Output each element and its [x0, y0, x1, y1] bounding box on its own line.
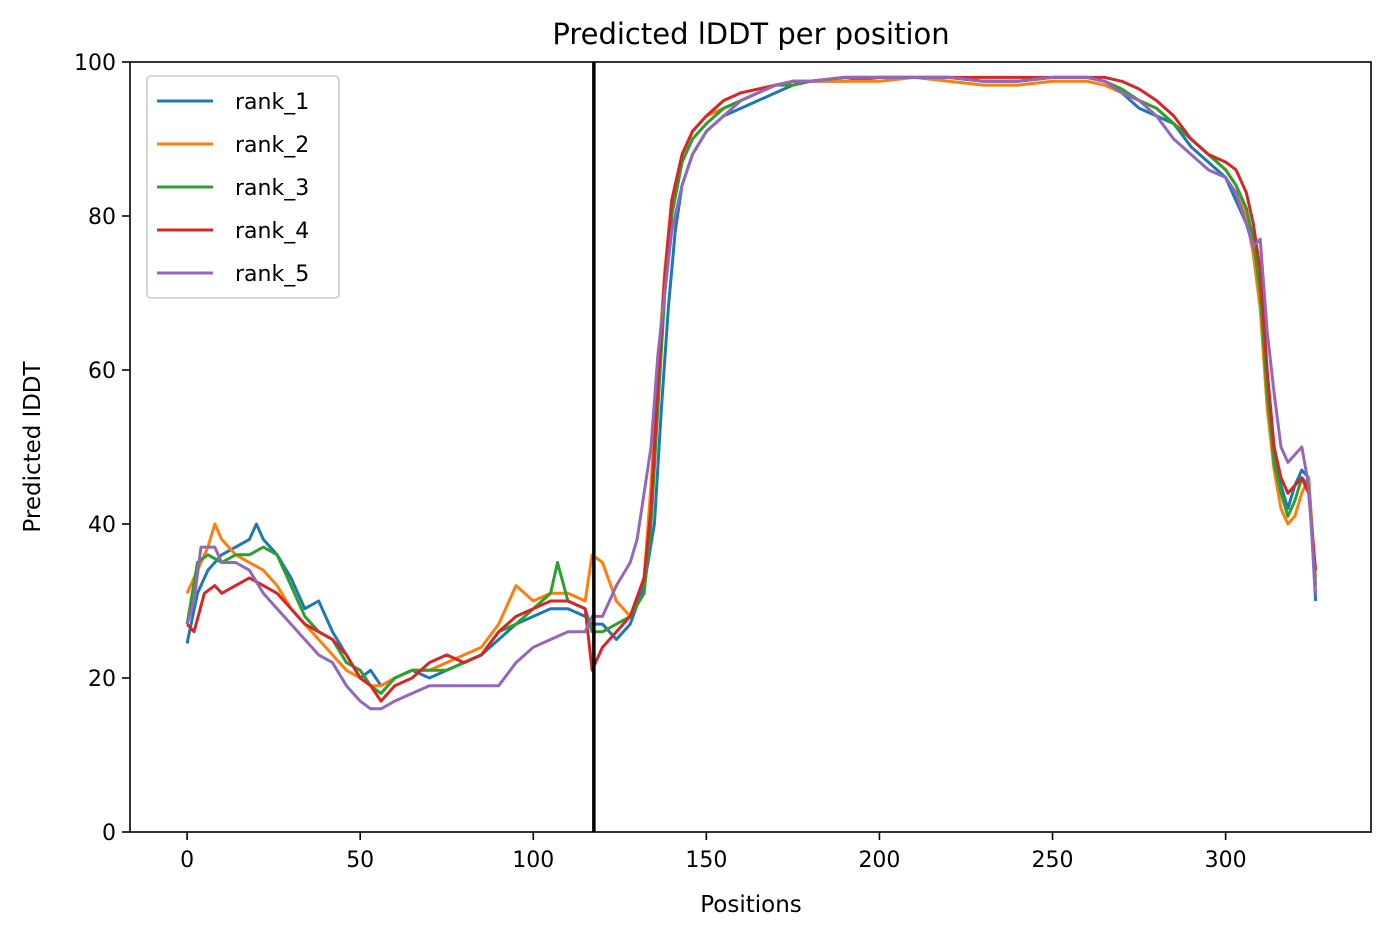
- y-tick-label: 100: [74, 51, 116, 76]
- y-tick-label: 20: [88, 667, 116, 692]
- plot-area: [185, 62, 1318, 832]
- x-tick-label: 300: [1205, 848, 1247, 873]
- x-tick-label: 200: [858, 848, 900, 873]
- legend: rank_1 rank_2 rank_3 rank_4 rank_5: [146, 75, 340, 299]
- x-axis: 0 50 100 150 200 250 300: [180, 832, 1247, 873]
- series-line-rank_5: [185, 75, 1318, 711]
- legend-box: [146, 75, 340, 299]
- y-tick-label: 40: [88, 513, 116, 538]
- legend-label-rank_2: rank_2: [235, 133, 309, 158]
- legend-label-rank_5: rank_5: [235, 262, 309, 287]
- y-axis: 0 20 40 60 80 100: [74, 51, 130, 846]
- plot-frame: [129, 61, 1372, 833]
- series-line-rank_4: [185, 75, 1318, 703]
- x-tick-label: 0: [180, 848, 194, 873]
- x-tick-label: 100: [512, 848, 554, 873]
- y-axis-label: Predicted lDDT: [20, 360, 46, 532]
- x-axis-label: Positions: [700, 892, 802, 918]
- legend-label-rank_4: rank_4: [235, 219, 309, 244]
- x-tick-label: 50: [346, 848, 374, 873]
- chart-title: Predicted lDDT per position: [552, 17, 949, 51]
- legend-label-rank_3: rank_3: [235, 176, 309, 201]
- x-tick-label: 150: [685, 848, 727, 873]
- y-tick-label: 0: [102, 821, 116, 846]
- legend-label-rank_1: rank_1: [235, 90, 309, 115]
- y-tick-label: 60: [88, 359, 116, 384]
- y-tick-label: 80: [88, 205, 116, 230]
- x-tick-label: 250: [1032, 848, 1074, 873]
- series-line-rank_1: [185, 75, 1318, 688]
